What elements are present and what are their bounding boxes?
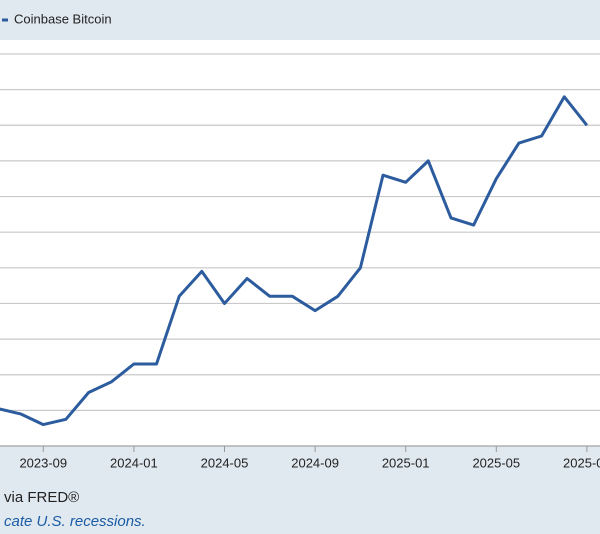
legend-label: Coinbase Bitcoin xyxy=(14,11,112,26)
x-tick-label: 2024-05 xyxy=(201,455,249,470)
x-tick-label: 2025-05 xyxy=(472,455,520,470)
source: via FRED® xyxy=(4,489,79,506)
x-tick-label: 2024-01 xyxy=(110,455,158,470)
x-tick-label: 2025-09 xyxy=(563,455,600,470)
x-tick-label: 2023-09 xyxy=(19,455,67,470)
x-tick-label: 2025-01 xyxy=(382,455,430,470)
plot-area xyxy=(0,40,600,446)
data-line xyxy=(0,95,589,427)
x-tick-label: 2024-09 xyxy=(291,455,339,470)
note: cate U.S. recessions. xyxy=(4,513,146,530)
